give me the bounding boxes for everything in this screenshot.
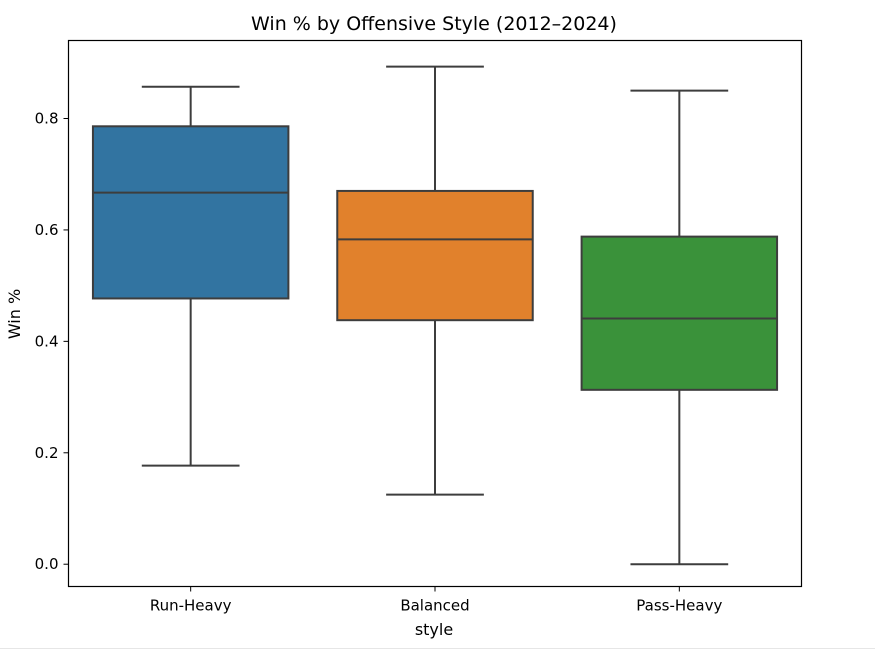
y-tick-label: 0.4: [35, 332, 59, 350]
y-tick-label: 0.8: [35, 110, 59, 128]
chart-title: Win % by Offensive Style (2012–2024): [251, 13, 617, 35]
box-balanced: [336, 189, 534, 322]
box-run-heavy: [91, 125, 290, 300]
y-tick-label: 0.2: [35, 444, 59, 462]
x-tick-label: Balanced: [400, 597, 469, 615]
x-tick-label: Pass-Heavy: [636, 597, 722, 615]
axes: Run-Heavy Balanced Pass-Heavy 0.0 0.2 0.4 0.6 0…: [35, 110, 723, 615]
y-tick-label: 0.6: [35, 221, 59, 239]
divider: [0, 648, 875, 649]
x-tick-label: Run-Heavy: [150, 597, 232, 615]
x-axis-label: style: [415, 620, 453, 639]
box-pass-heavy: [580, 235, 779, 391]
y-axis-label: Win %: [5, 289, 24, 339]
y-tick-label: 0.0: [35, 555, 59, 573]
plot-area: [91, 65, 779, 566]
plot-frame: [67, 39, 803, 588]
